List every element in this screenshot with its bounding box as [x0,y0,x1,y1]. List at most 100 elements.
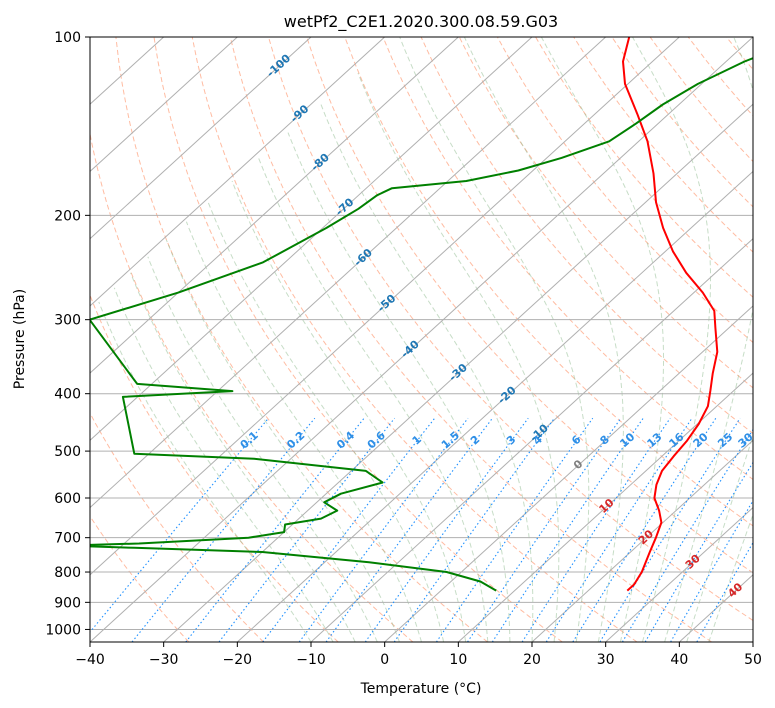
axes: −40 −30 −20 −10 0 10 20 30 40 5010020030040050060… [45,30,762,668]
isotherm-line [90,37,386,307]
dry-adiabat-line [649,37,753,163]
mixing-ratio-label: 0.6 [365,429,388,452]
x-tick-label: 10 [449,652,467,668]
dry-adiabat-line [306,37,753,574]
dry-adiabat-line [765,37,775,642]
y-tick-label: 200 [54,208,81,224]
mixing-ratio-line [670,499,753,642]
chart-title: wetPf2_C2E1.2020.300.08.59.G03 [284,12,558,32]
moist-adiabat-line [258,157,489,642]
mixing-ratio-line [696,541,753,642]
mixing-ratio-line [572,417,717,642]
moist-adiabat-line [130,272,356,642]
mixing-ratio-line [545,417,693,642]
isotherm-line [310,237,753,642]
mixing-ratio-label: 0.2 [284,429,307,452]
x-axis-label: Temperature (°C) [360,681,482,697]
y-tick-label: 300 [54,313,81,329]
x-tick-label: −40 [75,652,105,668]
mixing-ratio-label: 0.1 [238,429,261,452]
isotherm-line [90,37,459,374]
isotherm-line [236,170,753,642]
moist-adiabat-line [686,434,753,642]
moist-adiabat-line [207,201,445,642]
moist-adiabat-line [357,72,560,642]
dry-adiabat-line [420,37,753,435]
moist-adiabat-line [632,37,711,642]
mixing-ratio-line [325,417,493,642]
y-tick-label: 800 [54,565,81,581]
moist-adiabat-line [399,37,590,642]
y-tick-label: 400 [54,387,81,403]
x-tick-label: 40 [670,652,688,668]
moist-adiabat-line [98,301,312,642]
x-tick-label: 30 [597,652,615,668]
mixing-ratio-label: 25 [715,430,735,450]
isotherm-line [457,372,753,642]
temperature-profile-line [622,37,719,592]
isotherm-line [163,103,753,642]
y-tick-label: 100 [54,30,81,46]
x-tick-label: 50 [744,652,762,668]
isotherm-line [90,37,312,240]
isotherm-line [90,37,238,173]
profile-curves [90,37,753,592]
mixing-ratio-line [298,417,469,642]
moist-adiabat-line [231,180,467,642]
dry-adiabat-line [153,37,563,642]
dry-adiabat-line [496,37,753,344]
mixing-ratio-line [185,417,365,642]
isotherm-label: -100 [264,52,293,80]
moist-adiabat-line [540,37,664,642]
moist-adiabat-line [113,287,334,642]
mixing-ratio-line [262,417,436,642]
x-tick-label: 20 [523,652,541,668]
dry-adiabat-line [573,37,753,253]
mixing-ratio-label: 16 [667,430,687,450]
y-tick-label: 1000 [45,622,81,638]
isotherm-line [90,37,753,642]
mixing-ratio-line [644,461,753,642]
y-tick-label: 700 [54,531,81,547]
dry-adiabat-line [268,37,753,622]
x-tick-label: −20 [223,652,253,668]
mixing-ratio-line [218,417,396,642]
mixing-ratio-line [491,417,644,642]
dewpoint-profile-line [90,57,753,592]
dry-adiabat-line [344,37,753,527]
moist-adiabat-line [708,513,753,642]
isotherm-line [605,506,753,642]
dry-adiabat-line [687,37,753,117]
mixing-ratio-line [90,417,269,633]
y-tick-label: 900 [54,595,81,611]
dry-adiabat-line [726,37,753,71]
background-grid [90,37,775,642]
mixing-ratio-label: 6 [569,433,584,448]
mixing-ratio-label: 10 [617,430,637,450]
plot-frame [89,36,754,643]
mixing-ratio-line [393,417,555,642]
mixing-ratio-line [599,417,741,642]
x-tick-label: −10 [296,652,326,668]
moist-adiabat-line [320,104,534,642]
mixing-ratio-line [521,417,671,642]
mixing-ratio-label: 2 [468,433,482,448]
isotherm-line [90,37,607,509]
isotherm-line [90,37,680,576]
mixing-ratio-label: 13 [645,430,665,450]
dry-adiabat-line [382,37,753,481]
isotherm-line [531,439,753,642]
y-axis-label: Pressure (hPa) [12,289,28,389]
isotherm-line [752,641,753,642]
dry-adiabat-line [535,37,753,298]
moist-adiabat-line [664,37,753,642]
dry-adiabat-line [90,412,264,642]
mixing-ratio-label: 1.5 [439,429,462,452]
y-tick-label: 600 [54,491,81,507]
dry-adiabat-line [115,37,488,642]
isotherm-line [90,37,533,442]
x-tick-label: 0 [380,652,389,668]
mixing-ratio-line [364,417,529,642]
moist-adiabat-line [185,221,422,642]
